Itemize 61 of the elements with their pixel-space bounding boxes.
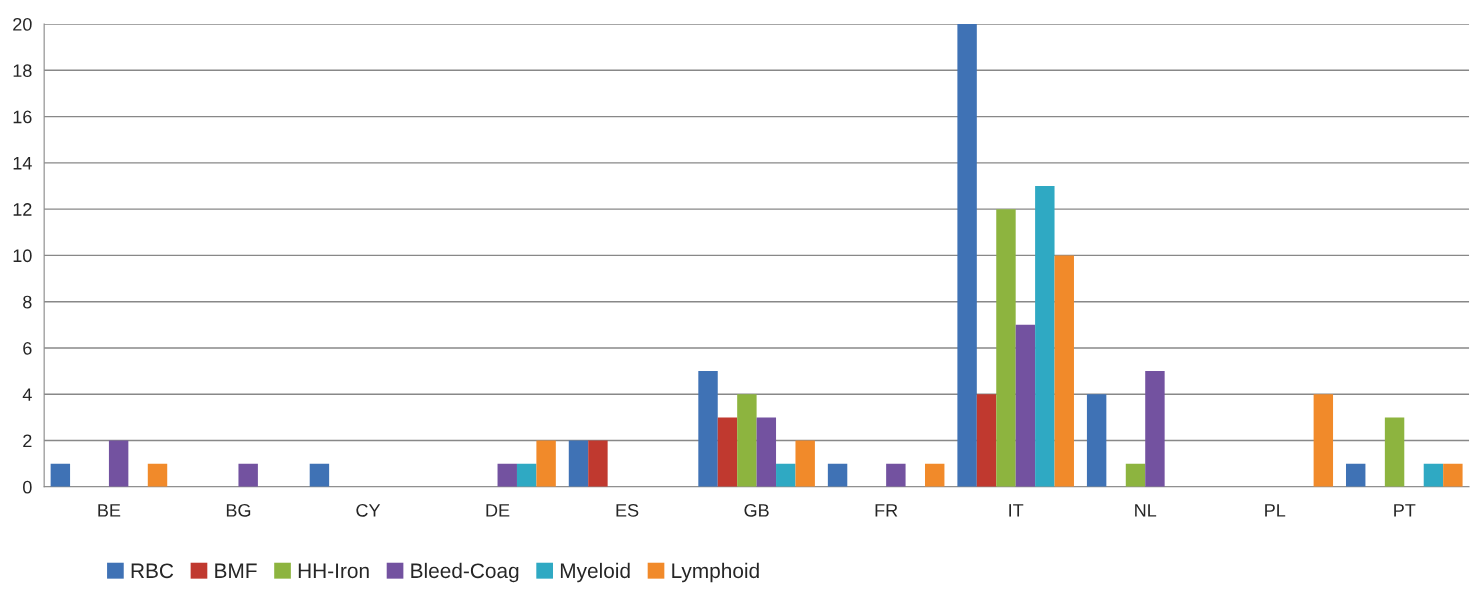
y-tick-label: 10 xyxy=(13,249,32,263)
x-tick-label: IT xyxy=(1009,504,1024,517)
bar xyxy=(568,440,589,487)
bar xyxy=(827,463,848,487)
legend-label: RBC xyxy=(131,563,174,579)
legend-label: Bleed-Coag xyxy=(411,562,519,583)
bar xyxy=(309,463,330,487)
bar xyxy=(1125,463,1146,487)
bar xyxy=(1015,324,1036,487)
y-tick-label: 18 xyxy=(13,64,32,78)
x-tick-label: PT xyxy=(1394,504,1416,517)
x-tick-label: FR xyxy=(875,504,898,517)
legend-label: Lymphoid xyxy=(672,562,759,583)
y-tick-label: 20 xyxy=(13,17,32,31)
y-tick-label: 12 xyxy=(13,203,32,216)
y-tick-label: 2 xyxy=(23,434,32,448)
bar xyxy=(1145,371,1165,487)
legend-label: Myeloid xyxy=(560,562,630,583)
bar xyxy=(976,394,997,487)
y-tick-label: 6 xyxy=(23,341,32,355)
x-tick-label: DE xyxy=(486,504,510,517)
x-tick-label: NL xyxy=(1135,504,1157,517)
bar xyxy=(925,463,945,487)
bar xyxy=(776,463,796,487)
x-tick-label: BG xyxy=(226,503,251,517)
bar xyxy=(1423,463,1444,487)
bar xyxy=(737,394,757,487)
bar xyxy=(717,417,738,487)
bar xyxy=(756,417,777,487)
y-tick-label: 8 xyxy=(23,295,32,309)
bar xyxy=(1346,463,1366,487)
bar xyxy=(996,209,1016,487)
x-tick-label: ES xyxy=(616,503,639,517)
bar xyxy=(516,463,537,487)
x-tick-label: PL xyxy=(1265,504,1286,517)
x-tick-label: BE xyxy=(98,504,121,517)
bar xyxy=(50,463,71,487)
bar xyxy=(536,440,556,487)
bar xyxy=(886,463,906,487)
y-tick-label: 16 xyxy=(13,110,32,124)
legend-label: BMF xyxy=(215,563,257,578)
bar xyxy=(1035,186,1055,487)
bar xyxy=(108,440,129,487)
bar xyxy=(698,371,718,487)
y-tick-label: 4 xyxy=(22,388,32,401)
y-tick-label: 14 xyxy=(13,156,32,170)
bar xyxy=(238,463,258,487)
y-tick-label: 0 xyxy=(23,480,32,494)
bar xyxy=(1086,394,1107,487)
bar xyxy=(497,463,517,487)
x-tick-label: GB xyxy=(744,503,769,517)
x-tick-label: CY xyxy=(356,503,381,517)
bar xyxy=(957,24,977,487)
bar xyxy=(795,440,815,487)
bar xyxy=(1384,417,1405,487)
bar xyxy=(1313,394,1334,487)
bar xyxy=(1054,255,1074,487)
bar xyxy=(147,463,168,487)
bar xyxy=(1443,463,1463,487)
legend-label: HH-Iron xyxy=(298,563,369,579)
bar xyxy=(588,440,608,487)
